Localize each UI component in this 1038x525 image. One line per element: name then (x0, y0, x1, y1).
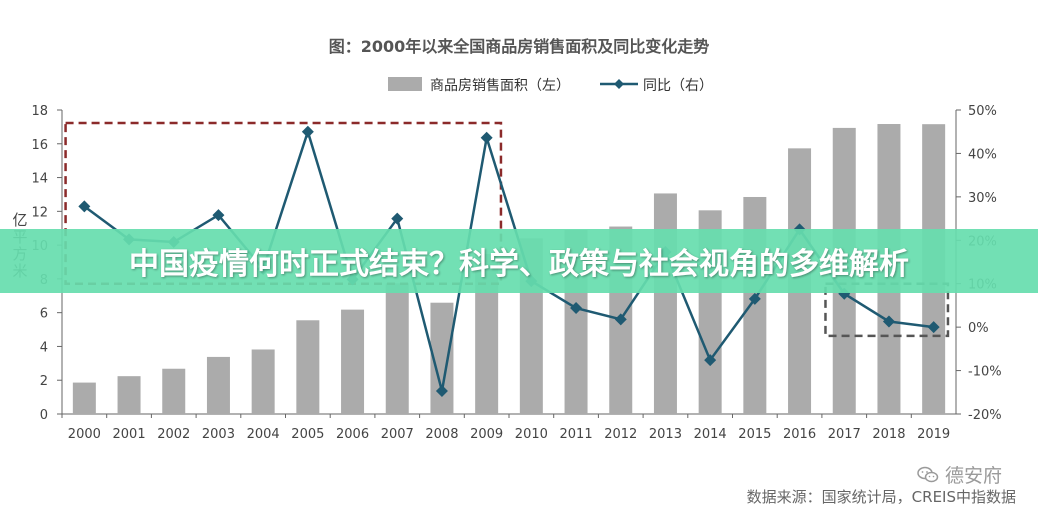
left-tick-label: 14 (31, 172, 48, 187)
x-tick-label: 2002 (157, 427, 190, 442)
headline-banner: 中国疫情何时正式结束？科学、政策与社会视角的多维解析 (0, 229, 1038, 293)
x-tick-label: 2013 (649, 427, 682, 442)
right-tick-label: 0% (968, 321, 989, 336)
x-tick-label: 2008 (425, 427, 458, 442)
left-tick-label: 2 (40, 374, 48, 389)
left-axis-label-char: 亿 (12, 211, 27, 229)
bar (341, 310, 364, 414)
left-tick-label: 4 (40, 340, 48, 355)
x-tick-label: 2014 (694, 427, 727, 442)
bar (654, 193, 677, 414)
x-tick-label: 2018 (872, 427, 905, 442)
left-tick-label: 18 (31, 104, 48, 119)
legend-marker-line (614, 79, 624, 89)
legend-swatch-bar (388, 77, 422, 91)
x-tick-label: 2011 (560, 427, 593, 442)
headline-text: 中国疫情何时正式结束？科学、政策与社会视角的多维解析 (129, 239, 909, 283)
legend-label-line: 同比（右） (643, 78, 713, 94)
legend-label-bar: 商品房销售面积（左） (430, 78, 570, 94)
bar (162, 369, 185, 414)
bar (73, 383, 96, 414)
bar (207, 357, 230, 414)
x-tick-label: 2010 (515, 427, 548, 442)
x-tick-label: 2003 (202, 427, 235, 442)
x-tick-label: 2000 (68, 427, 101, 442)
bar (386, 283, 409, 414)
data-source: 数据来源：国家统计局，CREIS中指数据 (747, 486, 1016, 507)
x-tick-label: 2012 (604, 427, 637, 442)
x-tick-label: 2004 (247, 427, 280, 442)
right-tick-label: 40% (968, 147, 997, 162)
x-tick-label: 2001 (113, 427, 146, 442)
x-tick-label: 2007 (381, 427, 414, 442)
right-tick-label: 30% (968, 191, 997, 206)
bar (252, 349, 275, 414)
watermark-text: 德安府 (945, 461, 1002, 488)
watermark: 德安府 (917, 461, 1002, 488)
x-tick-label: 2009 (470, 427, 503, 442)
right-tick-label: -20% (968, 408, 1002, 423)
x-tick-label: 2005 (291, 427, 324, 442)
bar (118, 376, 141, 414)
wechat-icon (917, 466, 939, 484)
left-tick-label: 12 (31, 205, 48, 220)
x-tick-label: 2015 (738, 427, 771, 442)
right-tick-label: 50% (968, 104, 997, 119)
left-tick-label: 6 (40, 307, 48, 322)
bar (296, 320, 319, 414)
x-tick-label: 2019 (917, 427, 950, 442)
x-tick-label: 2016 (783, 427, 816, 442)
left-tick-label: 0 (40, 408, 48, 423)
chart-title: 图：2000年以来全国商品房销售面积及同比变化走势 (329, 37, 710, 56)
x-tick-label: 2017 (828, 427, 861, 442)
right-tick-label: -10% (968, 365, 1002, 380)
line-point (481, 132, 493, 144)
left-tick-label: 16 (31, 138, 48, 153)
x-tick-label: 2006 (336, 427, 369, 442)
line-point (302, 126, 314, 138)
